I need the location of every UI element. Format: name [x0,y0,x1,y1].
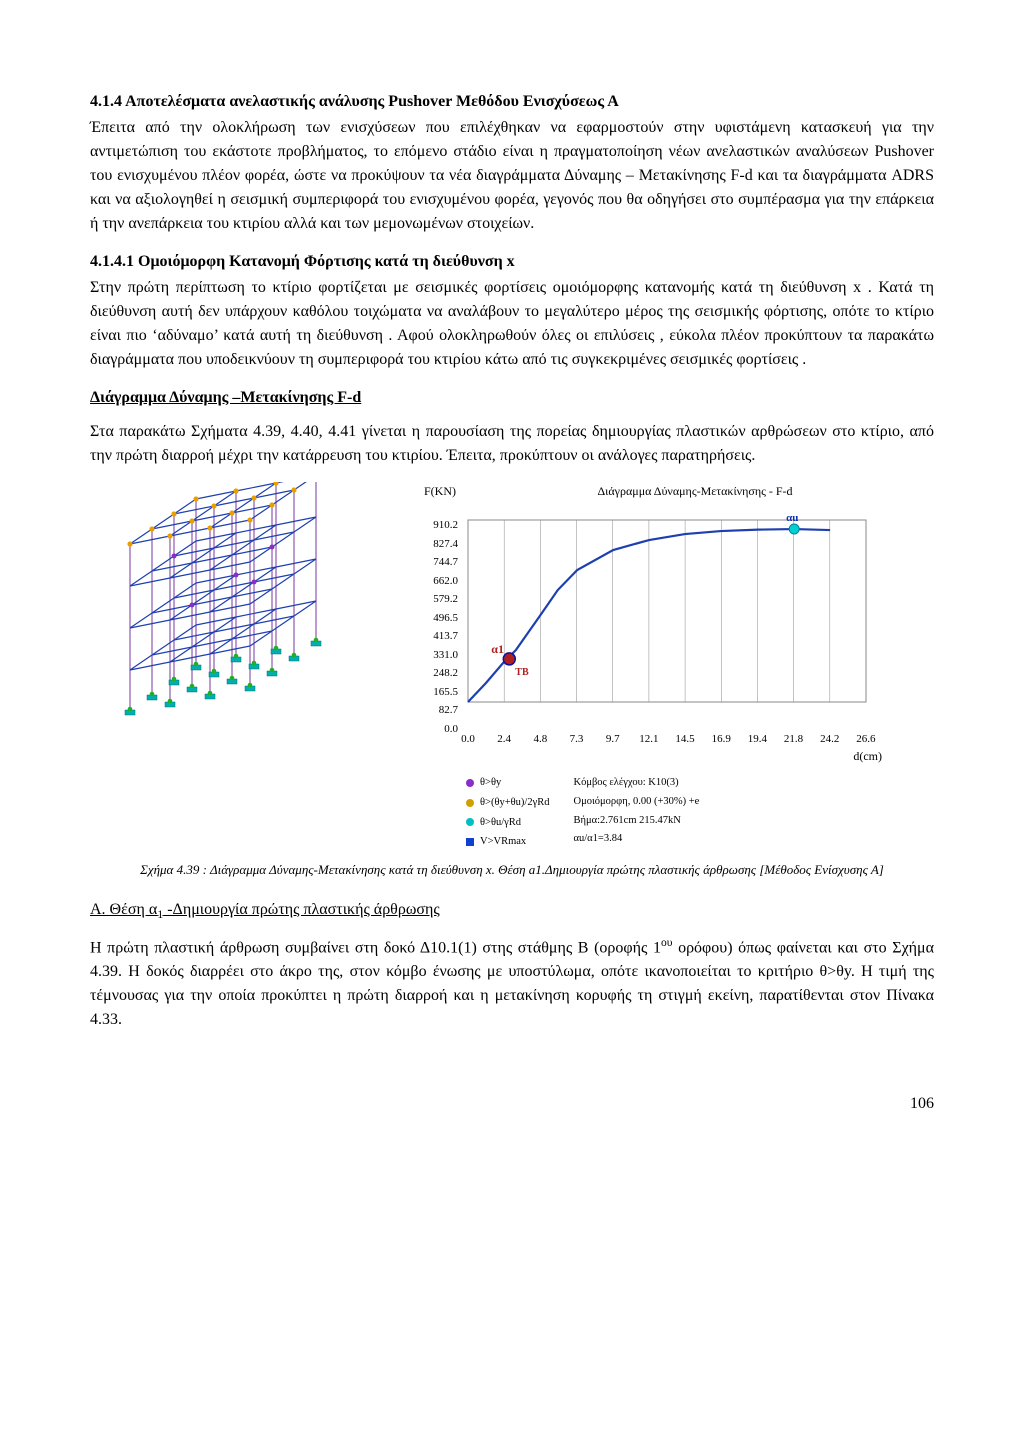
chart-legend: θ>θyθ>(θy+θu)/2γRdθ>θu/γRdV>VRmax Κόμβος… [410,775,934,850]
svg-text:α1: α1 [491,642,504,656]
fd-diagram-heading: Διάγραμμα Δύναμης –Μετακίνησης F-d [90,386,934,410]
heading-4-1-4-1: 4.1.4.1 Ομοιόμορφη Κατανομή Φόρτισης κατ… [90,250,934,274]
svg-text:αu: αu [786,512,798,524]
section-a-post: -Δημιουργία πρώτης πλαστικής άρθρωσης [163,901,439,918]
paragraph-4-1-4-1: Στην πρώτη περίπτωση το κτίριο φορτίζετα… [90,276,934,372]
section-a-heading: Α. Θέση α1 -Δημιουργία πρώτης πλαστικής … [90,898,934,923]
paragraph-section-a: Η πρώτη πλαστική άρθρωση συμβαίνει στη δ… [90,935,934,1032]
fd-chart: F(KN) Διάγραμμα Δύναμης-Μετακίνησης - F-… [410,482,934,850]
para-a-sup: ου [661,937,672,949]
chart-x-axis-label: d(cm) [464,747,888,765]
figure-4-39: F(KN) Διάγραμμα Δύναμης-Μετακίνησης - F-… [90,482,934,850]
svg-text:TB: TB [515,667,529,678]
chart-x-ticks: 0.02.44.87.39.712.114.516.919.421.824.22… [464,734,888,745]
structure-3d-sketch [90,482,400,762]
fd-diagram-intro: Στα παρακάτω Σχήματα 4.39, 4.40, 4.41 γί… [90,420,934,468]
chart-title: Διάγραμμα Δύναμης-Μετακίνησης - F-d [456,482,934,500]
chart-y-ticks: 910.2827.4744.7662.0579.2496.5413.7331.0… [410,502,464,765]
chart-y-axis-label: F(KN) [410,482,456,500]
paragraph-4-1-4: Έπειτα από την ολοκλήρωση των ενισχύσεων… [90,116,934,236]
figure-caption-4-39: Σχήμα 4.39 : Διάγραμμα Δύναμης-Μετακίνησ… [90,860,934,880]
chart-plot-area: α1 TB αu [464,502,884,732]
page-number: 106 [90,1092,934,1116]
section-a-pre: Α. Θέση α [90,901,157,918]
heading-4-1-4: 4.1.4 Αποτελέσματα ανελαστικής ανάλυσης … [90,90,934,114]
para-a-pre: Η πρώτη πλαστική άρθρωση συμβαίνει στη δ… [90,939,661,956]
